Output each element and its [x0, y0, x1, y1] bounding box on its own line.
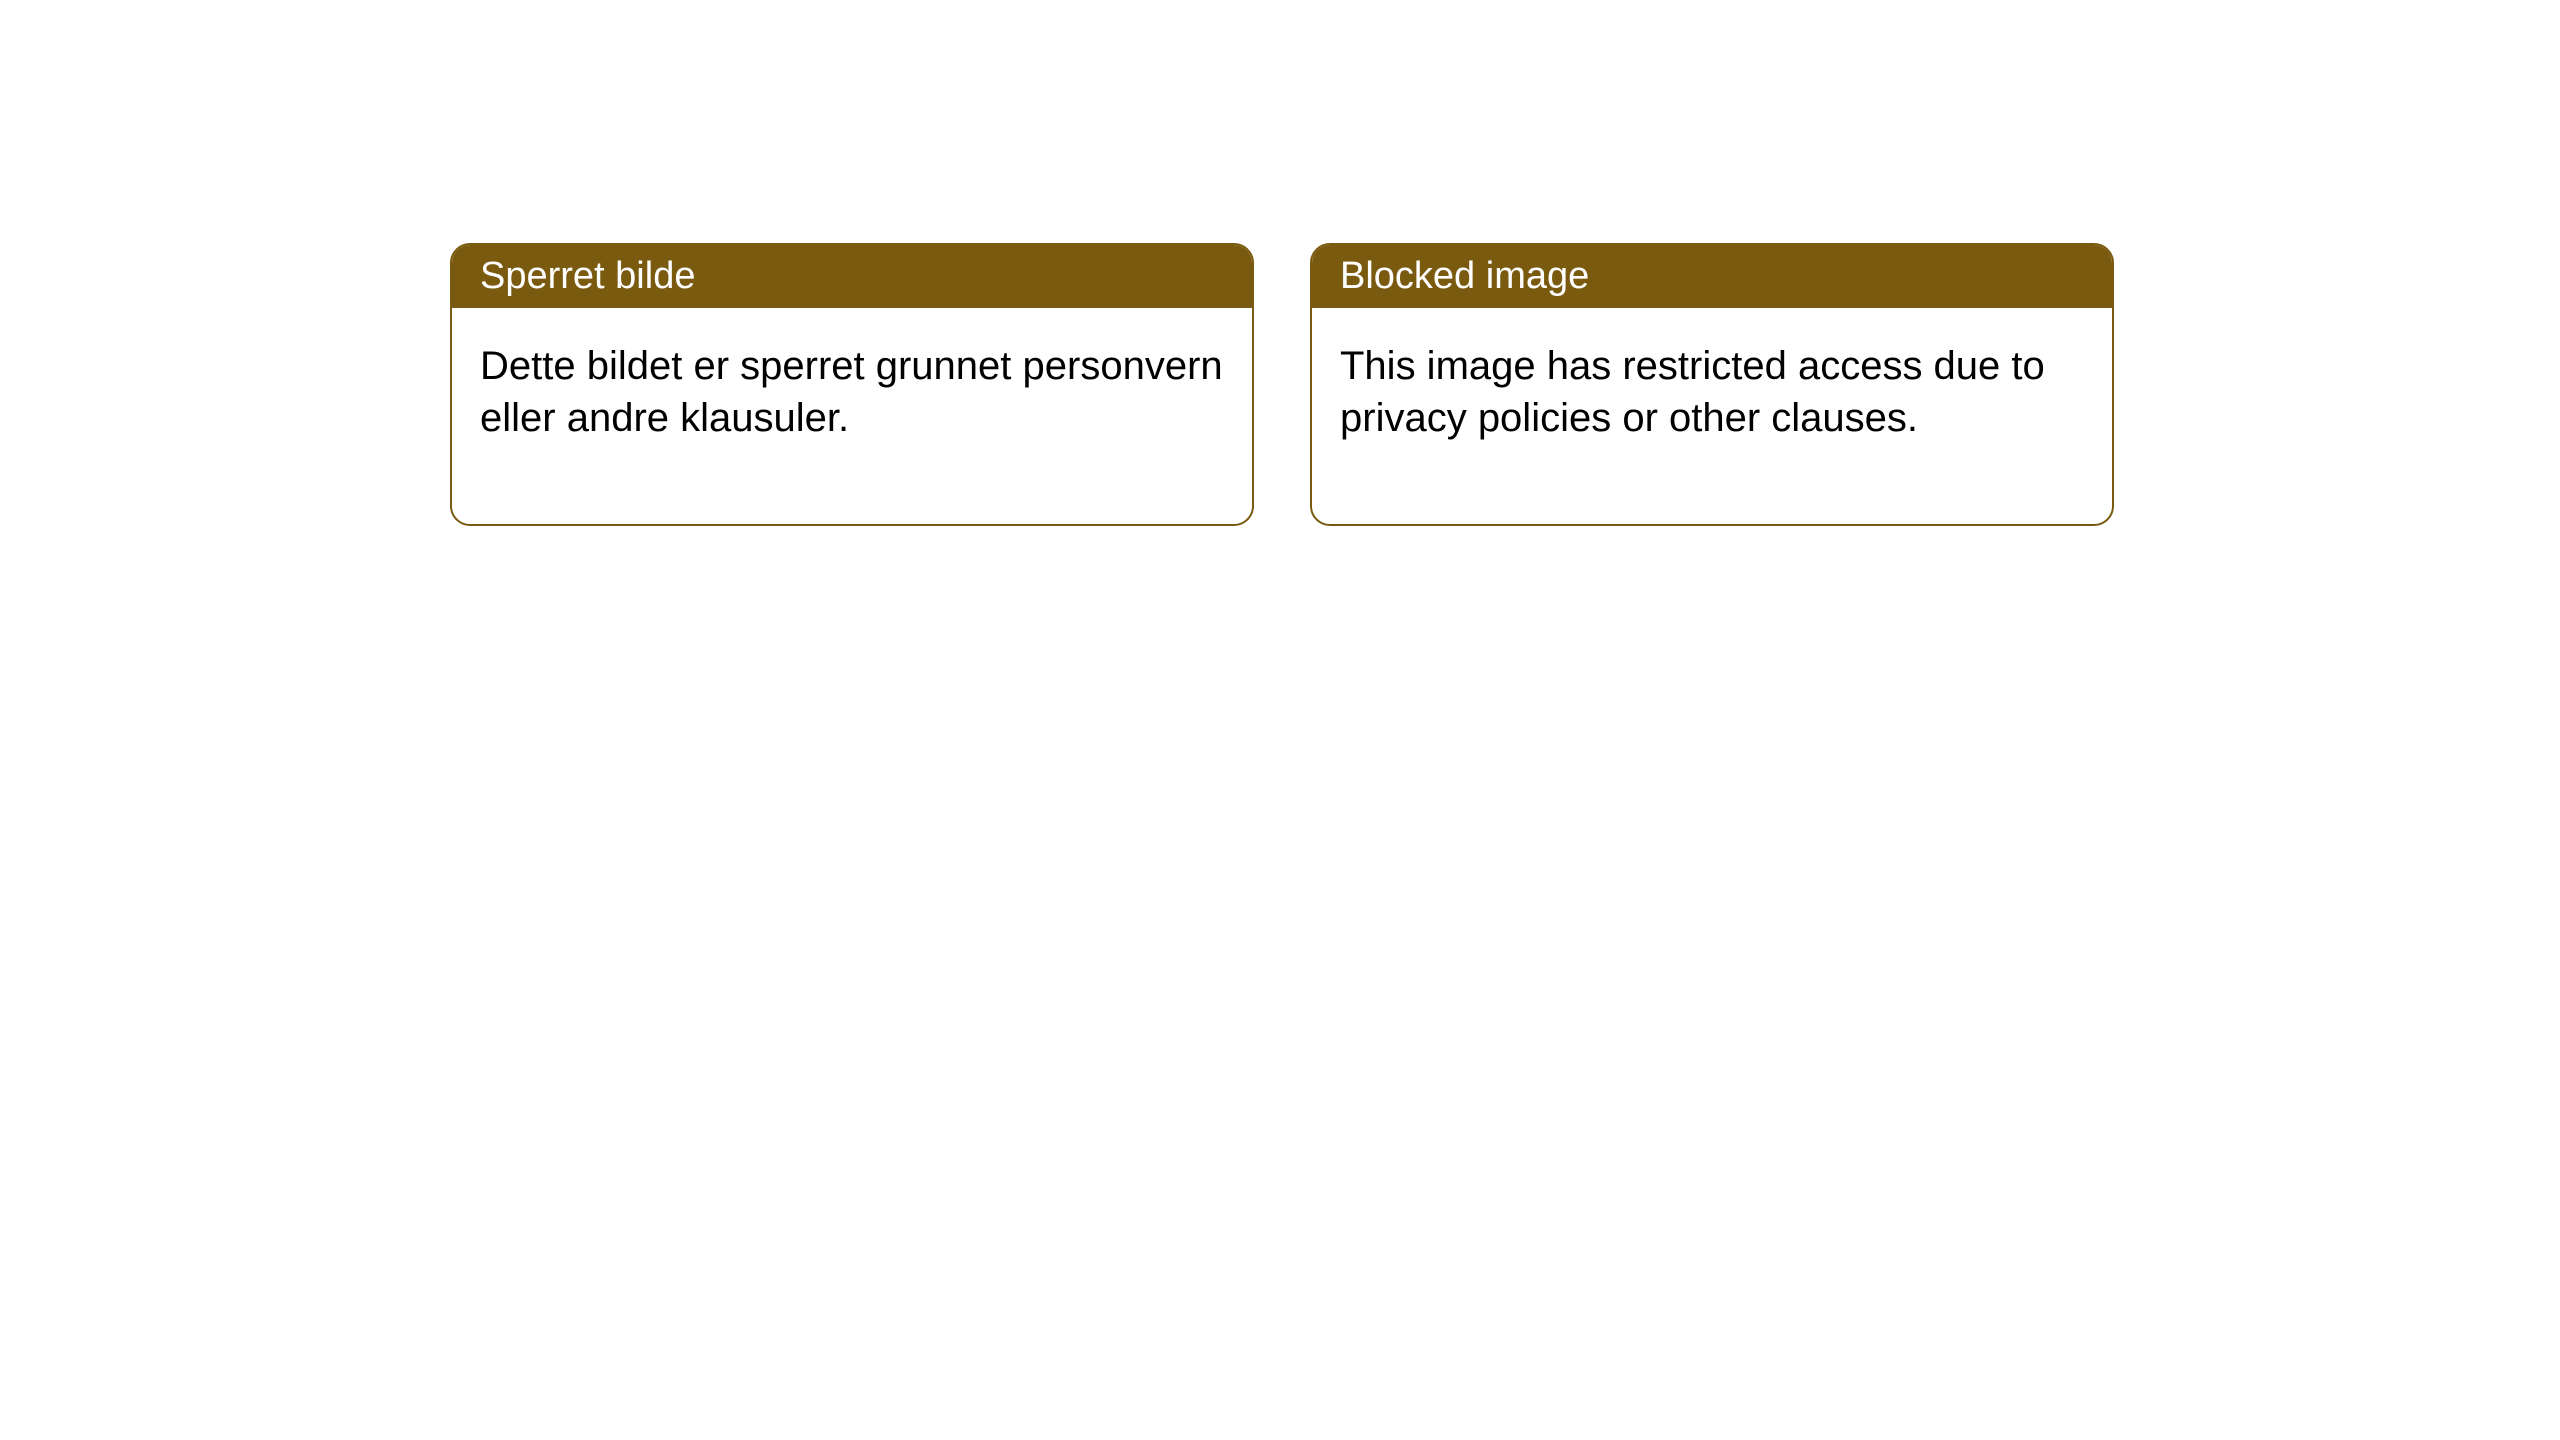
notice-card-header: Blocked image [1312, 245, 2112, 308]
notice-card-text: This image has restricted access due to … [1340, 344, 2045, 440]
notice-card-body: This image has restricted access due to … [1312, 308, 2112, 524]
notice-card-text: Dette bildet er sperret grunnet personve… [480, 344, 1223, 440]
notice-card-title: Blocked image [1340, 255, 1589, 297]
notice-card-header: Sperret bilde [452, 245, 1252, 308]
notice-cards-container: Sperret bilde Dette bildet er sperret gr… [0, 0, 2560, 526]
notice-card-body: Dette bildet er sperret grunnet personve… [452, 308, 1252, 524]
notice-card-norwegian: Sperret bilde Dette bildet er sperret gr… [450, 243, 1254, 526]
notice-card-title: Sperret bilde [480, 255, 695, 297]
notice-card-english: Blocked image This image has restricted … [1310, 243, 2114, 526]
